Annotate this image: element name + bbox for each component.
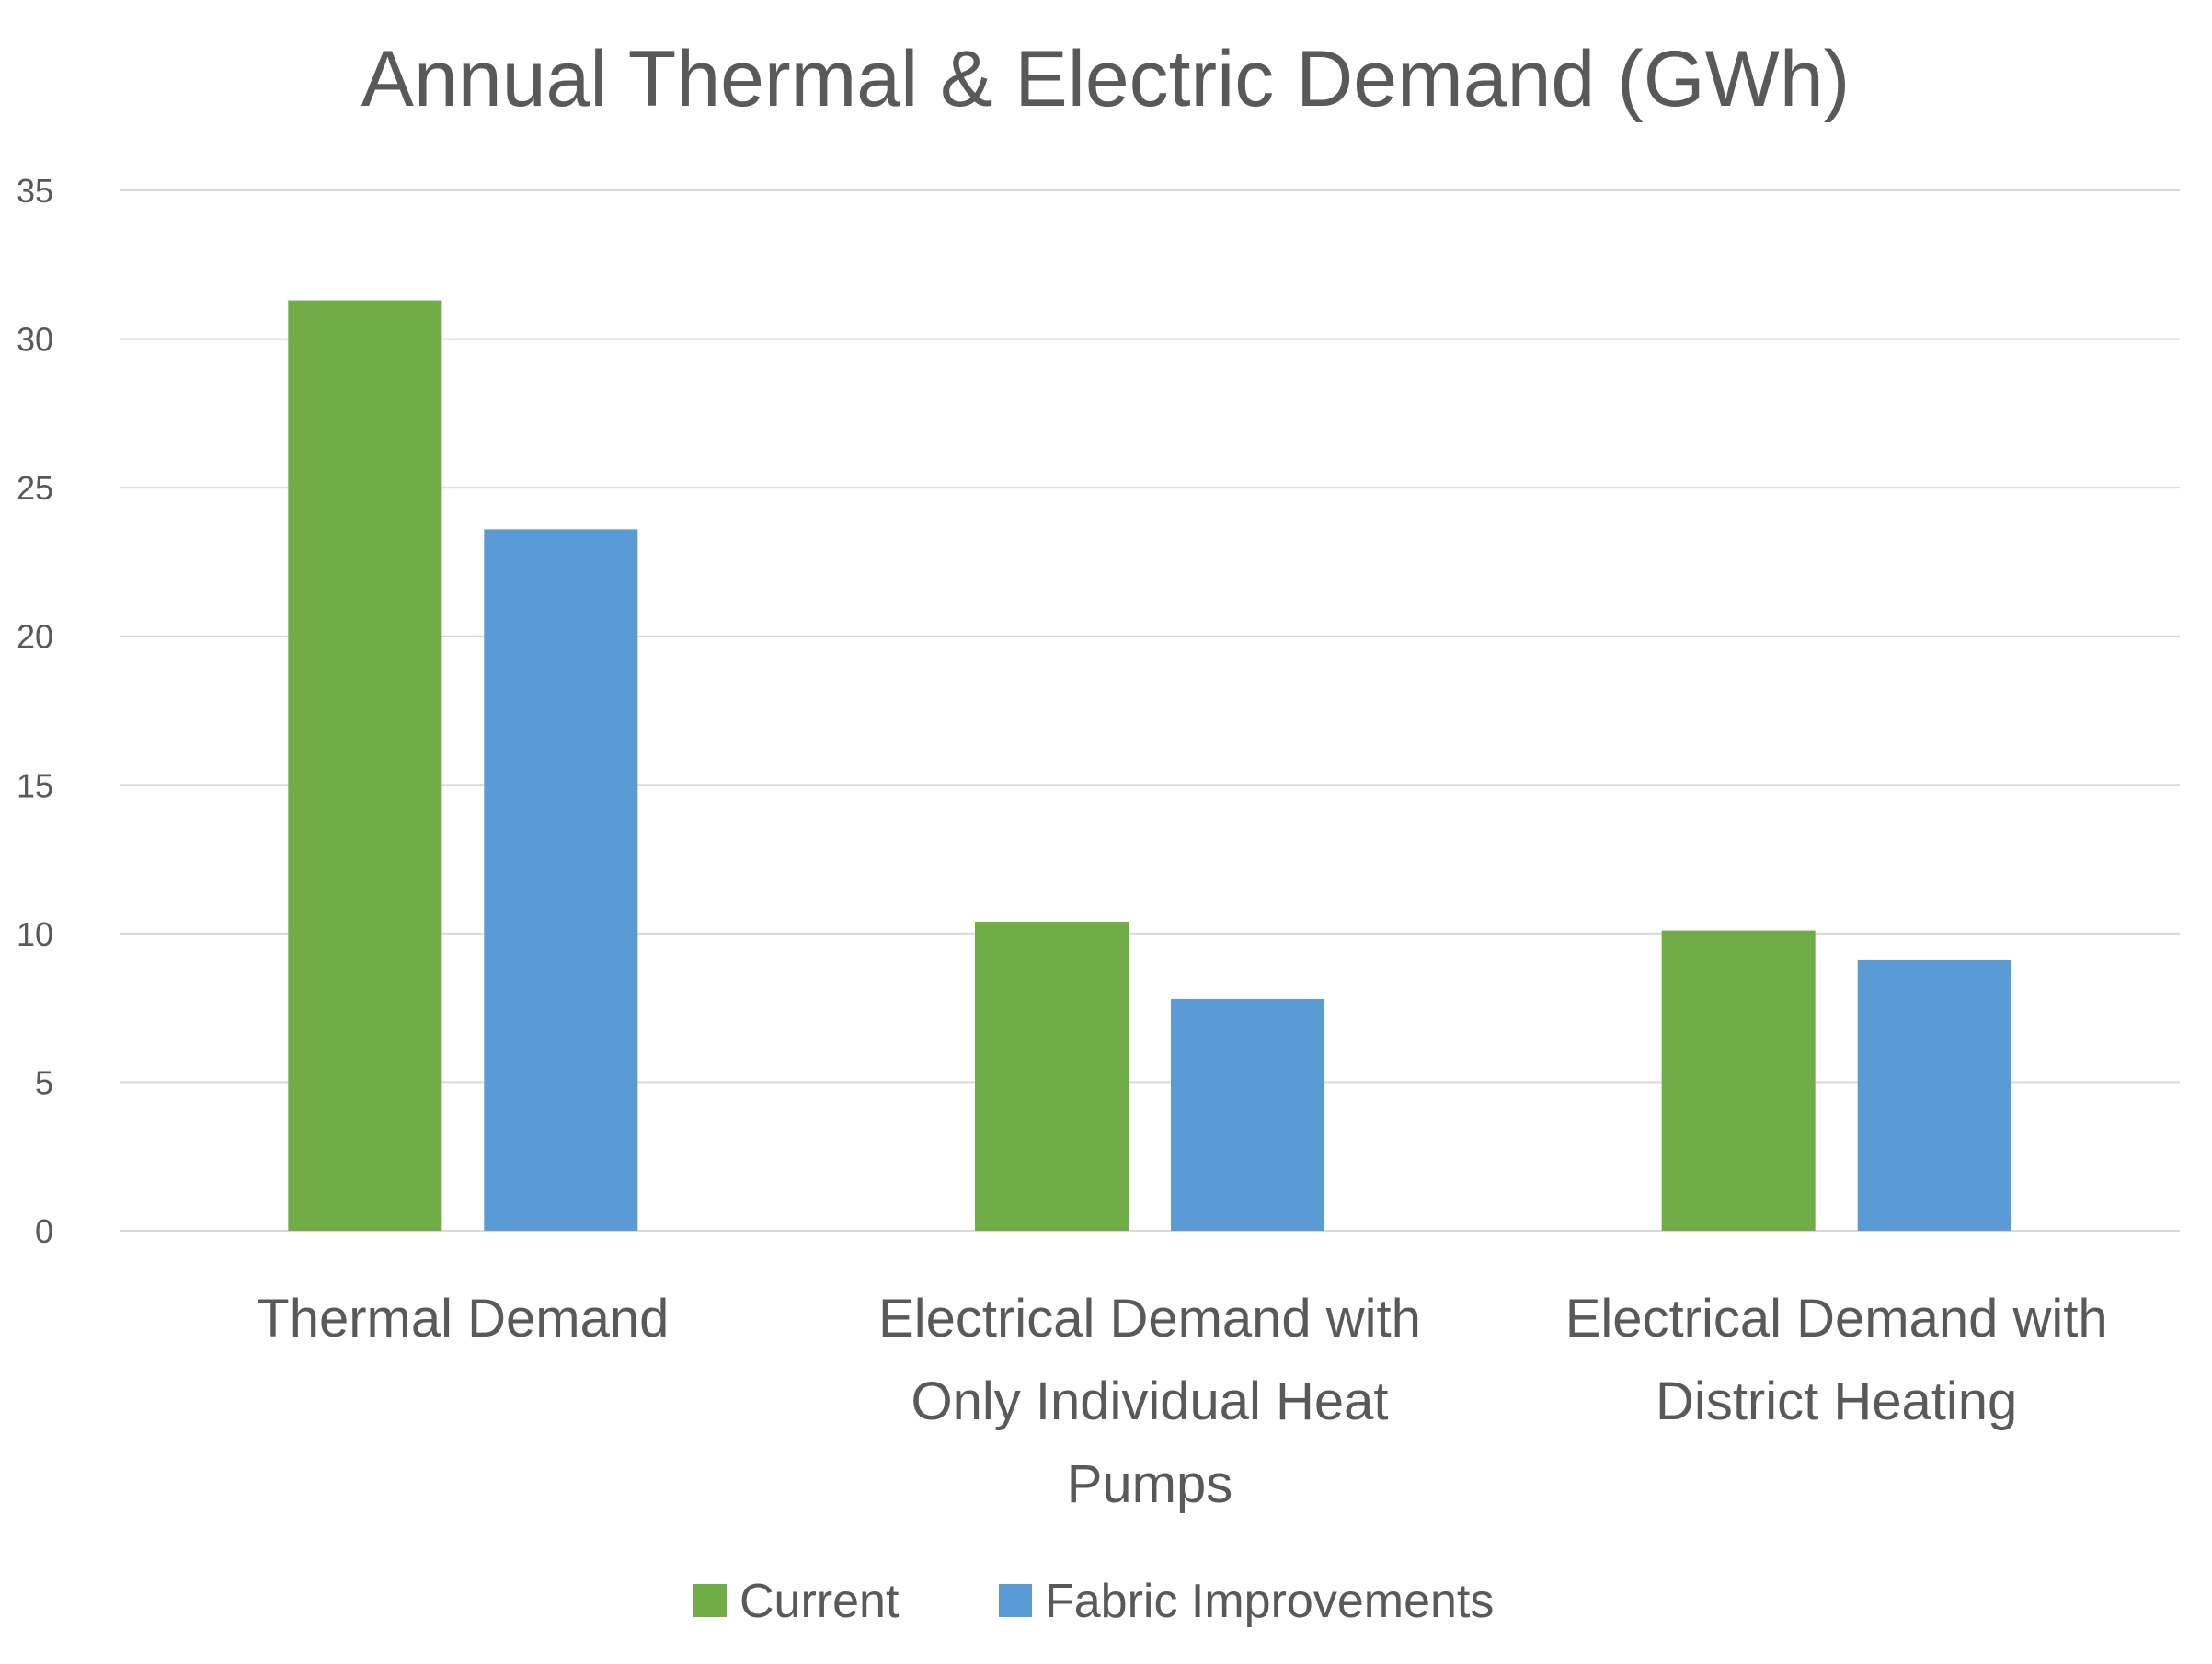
legend-swatch: [693, 1584, 727, 1617]
bar-current: [1661, 930, 1816, 1231]
y-axis-ticks: 0 5 10 15 20 25 30 35: [17, 172, 53, 1250]
x-axis-categories: Thermal Demand Electrical Demand with Only…: [257, 1289, 2107, 1514]
category-label: District Heating: [1656, 1371, 2017, 1431]
legend: Current Fabric Improvements: [693, 1575, 1494, 1628]
bars: [288, 300, 2011, 1231]
y-tick-label: 20: [17, 618, 53, 656]
y-tick-label: 0: [35, 1212, 53, 1250]
legend-label: Current: [739, 1575, 900, 1628]
legend-swatch: [999, 1584, 1032, 1617]
chart-title: Annual Thermal & Electric Demand (GWh): [361, 35, 1851, 123]
category-label: Electrical Demand with: [878, 1289, 1421, 1348]
y-tick-label: 30: [17, 321, 53, 359]
category-label: Pumps: [1067, 1454, 1233, 1514]
y-tick-label: 15: [17, 766, 53, 804]
category-label: Electrical Demand with: [1565, 1289, 2108, 1348]
y-tick-label: 5: [35, 1063, 53, 1101]
bar-current: [288, 300, 442, 1231]
bar-fabric-improvements: [1857, 959, 2011, 1231]
bar-fabric-improvements: [1171, 998, 1324, 1231]
y-tick-label: 10: [17, 915, 53, 953]
gridlines: [120, 189, 2180, 1232]
bar-fabric-improvements: [484, 529, 638, 1231]
bar-current: [975, 921, 1129, 1231]
y-tick-label: 35: [17, 172, 53, 210]
legend-label: Fabric Improvements: [1045, 1575, 1494, 1628]
y-tick-label: 25: [17, 469, 53, 507]
category-label: Thermal Demand: [257, 1289, 669, 1348]
category-label: Only Individual Heat: [911, 1371, 1388, 1431]
